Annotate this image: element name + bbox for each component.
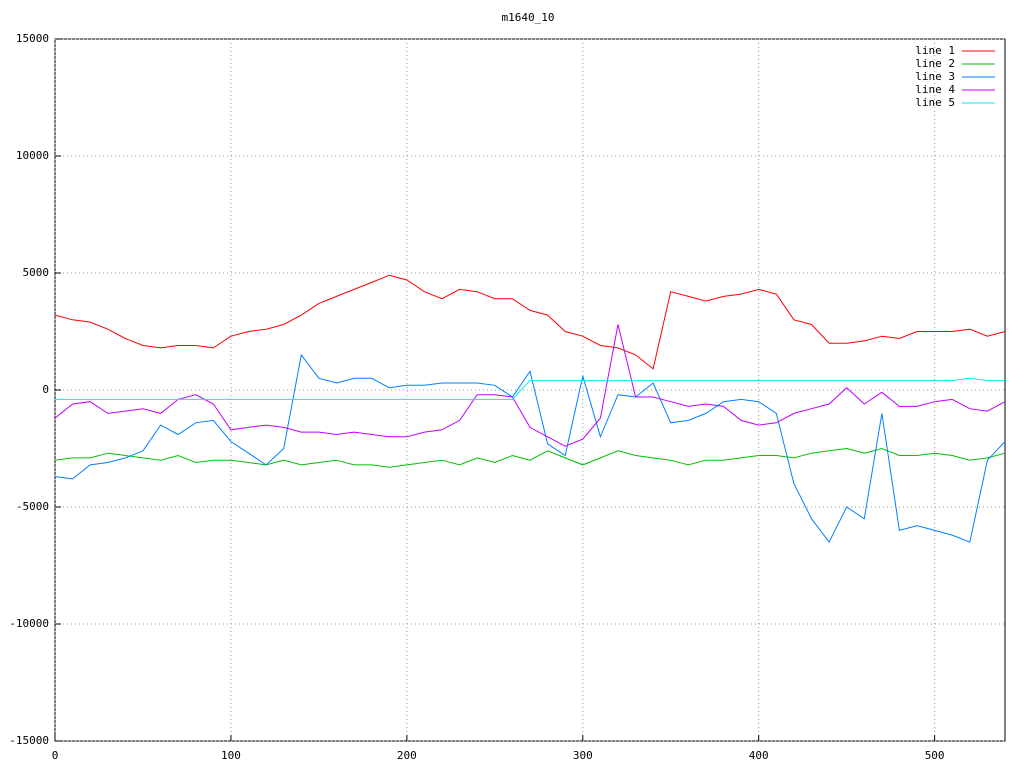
y-tick-label: -15000	[9, 734, 49, 747]
legend-label: line 4	[915, 83, 955, 96]
y-tick-label: 10000	[16, 149, 49, 162]
data-line	[54, 447, 1006, 468]
chart-title: m1640_10	[502, 11, 555, 24]
y-tick-label: 15000	[16, 32, 49, 45]
x-tick-label: 300	[573, 749, 593, 762]
data-line	[54, 274, 1006, 370]
data-line	[54, 353, 1006, 544]
x-tick-label: 0	[52, 749, 59, 762]
legend-label: line 1	[915, 44, 955, 57]
x-tick-label: 400	[749, 749, 769, 762]
legend-label: line 3	[915, 70, 955, 83]
x-tick-label: 500	[925, 749, 945, 762]
y-tick-label: -5000	[16, 500, 49, 513]
legend-label: line 2	[915, 57, 955, 70]
x-tick-label: 200	[397, 749, 417, 762]
legend-label: line 5	[915, 96, 955, 109]
y-tick-label: 5000	[23, 266, 50, 279]
x-tick-label: 100	[221, 749, 241, 762]
data-line	[54, 324, 1006, 447]
data-line	[55, 377, 1005, 400]
y-tick-label: -10000	[9, 617, 49, 630]
y-tick-label: 0	[42, 383, 49, 396]
